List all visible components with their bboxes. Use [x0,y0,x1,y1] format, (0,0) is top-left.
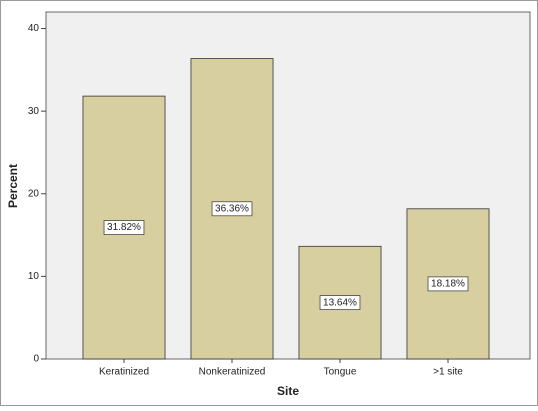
y-tick-label: 30 [28,106,40,117]
y-tick-label: 20 [28,188,40,199]
data-label: 18.18% [431,279,465,290]
data-label: 13.64% [323,297,357,308]
x-tick-label: >1 site [433,367,463,378]
data-label: 31.82% [107,222,141,233]
y-tick-label: 40 [28,23,40,34]
x-tick-label: Tongue [324,367,357,378]
data-label-box [427,276,469,292]
data-label-box [211,201,253,217]
data-label-box [103,220,145,235]
x-tick-label: Keratinized [99,367,149,378]
x-tick-label: Nonkeratinized [199,367,266,378]
data-label-box [319,295,361,311]
y-tick-label: 10 [28,271,40,282]
y-tick-label: 0 [33,354,39,365]
data-label: 36.36% [215,203,249,214]
y-axis-title: Percent [6,164,20,208]
x-axis-title: Site [277,384,299,398]
